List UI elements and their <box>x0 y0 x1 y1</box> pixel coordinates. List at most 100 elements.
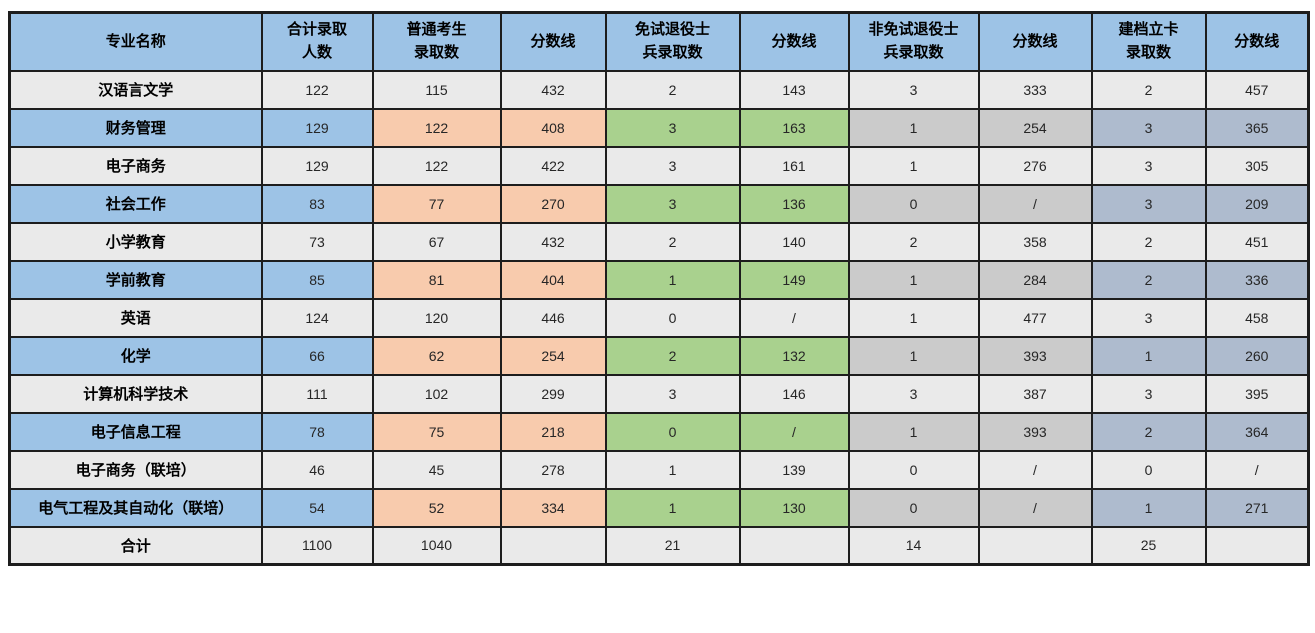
value-cell: 21 <box>604 525 741 566</box>
value-cell: 161 <box>738 145 850 186</box>
value-cell: 3 <box>604 145 741 186</box>
value-cell: 1 <box>604 487 741 528</box>
column-header-registered-card: 建档立卡 录取数 <box>1090 11 1207 72</box>
value-cell: 129 <box>260 107 374 148</box>
value-cell: 3 <box>604 373 741 414</box>
value-cell: 365 <box>1204 107 1310 148</box>
value-cell: 218 <box>499 411 607 452</box>
value-cell: 52 <box>371 487 502 528</box>
table-row: 小学教育 73 67 432 2 140 2 358 2 451 <box>8 221 1310 262</box>
value-cell <box>499 525 607 566</box>
value-cell: 1 <box>847 107 980 148</box>
table-header: 专业名称 合计录取 人数 普通考生 录取数 分数线 免试退役士 兵录取数 分数线… <box>8 11 1310 72</box>
value-cell: 46 <box>260 449 374 490</box>
value-cell: 477 <box>977 297 1093 338</box>
value-cell: 66 <box>260 335 374 376</box>
value-cell: 85 <box>260 259 374 300</box>
value-cell: 3 <box>1090 183 1207 224</box>
value-cell: 81 <box>371 259 502 300</box>
value-cell: 2 <box>604 69 741 110</box>
row-header-cell: 财务管理 <box>8 107 263 148</box>
value-cell: 3 <box>604 183 741 224</box>
value-cell: 458 <box>1204 297 1310 338</box>
table-row: 计算机科学技术 111 102 299 3 146 3 387 3 395 <box>8 373 1310 414</box>
value-cell: 122 <box>371 145 502 186</box>
value-cell: / <box>977 183 1093 224</box>
table-row: 汉语言文学 122 115 432 2 143 3 333 2 457 <box>8 69 1310 110</box>
value-cell: 0 <box>604 297 741 338</box>
table-row: 电气工程及其自动化（联培） 54 52 334 1 130 0/1 271 <box>8 487 1310 528</box>
value-cell: 77 <box>371 183 502 224</box>
value-cell: 1100 <box>260 525 374 566</box>
value-cell: 358 <box>977 221 1093 262</box>
table-row: 英语 124 120 446 0/1 477 3 458 <box>8 297 1310 338</box>
value-cell: 271 <box>1204 487 1310 528</box>
value-cell: 2 <box>1090 69 1207 110</box>
value-cell: 136 <box>738 183 850 224</box>
value-cell: / <box>977 449 1093 490</box>
value-cell: / <box>738 297 850 338</box>
value-cell: 0 <box>604 411 741 452</box>
value-cell: 404 <box>499 259 607 300</box>
value-cell: 132 <box>738 335 850 376</box>
value-cell: 0 <box>847 183 980 224</box>
table-row: 电子商务 129 122 422 3 161 1 276 3 305 <box>8 145 1310 186</box>
value-cell: / <box>977 487 1093 528</box>
value-cell: 2 <box>1090 411 1207 452</box>
table-row: 电子信息工程 78 75 218 0/1 393 2 364 <box>8 411 1310 452</box>
value-cell: 254 <box>977 107 1093 148</box>
value-cell: 3 <box>847 69 980 110</box>
value-cell: 2 <box>1090 221 1207 262</box>
value-cell: 299 <box>499 373 607 414</box>
value-cell: 457 <box>1204 69 1310 110</box>
value-cell: 3 <box>847 373 980 414</box>
value-cell: 3 <box>604 107 741 148</box>
value-cell: 1 <box>847 411 980 452</box>
value-cell: 78 <box>260 411 374 452</box>
table-row: 学前教育 85 81 404 1 149 1 284 2 336 <box>8 259 1310 300</box>
value-cell: 1 <box>847 335 980 376</box>
value-cell: 143 <box>738 69 850 110</box>
table-row: 社会工作 83 77 270 3 136 0/3 209 <box>8 183 1310 224</box>
value-cell: 130 <box>738 487 850 528</box>
value-cell: 432 <box>499 221 607 262</box>
admission-score-table: 专业名称 合计录取 人数 普通考生 录取数 分数线 免试退役士 兵录取数 分数线… <box>8 11 1310 566</box>
value-cell: 0 <box>847 449 980 490</box>
value-cell: 67 <box>371 221 502 262</box>
table-row: 财务管理 129 122 408 3 163 1 254 3 365 <box>8 107 1310 148</box>
row-header-cell: 合计 <box>8 525 263 566</box>
value-cell: 75 <box>371 411 502 452</box>
row-header-cell: 英语 <box>8 297 263 338</box>
value-cell: 1 <box>847 297 980 338</box>
value-cell: 140 <box>738 221 850 262</box>
value-cell: 1040 <box>371 525 502 566</box>
value-cell: 111 <box>260 373 374 414</box>
value-cell: 102 <box>371 373 502 414</box>
value-cell: 432 <box>499 69 607 110</box>
table-row: 化学 66 62 254 2 132 1 393 1 260 <box>8 335 1310 376</box>
value-cell: 408 <box>499 107 607 148</box>
value-cell: 120 <box>371 297 502 338</box>
value-cell: 3 <box>1090 145 1207 186</box>
column-header-major: 专业名称 <box>8 11 263 72</box>
value-cell: 270 <box>499 183 607 224</box>
column-header-cutoff-2: 分数线 <box>738 11 850 72</box>
table-row: 电子商务（联培） 46 45 278 1 139 0/0/ <box>8 449 1310 490</box>
value-cell: 0 <box>1090 449 1207 490</box>
row-header-cell: 电气工程及其自动化（联培） <box>8 487 263 528</box>
column-header-regular-admitted: 普通考生 录取数 <box>371 11 502 72</box>
value-cell: 1 <box>847 145 980 186</box>
value-cell: 2 <box>604 335 741 376</box>
value-cell: 1 <box>1090 335 1207 376</box>
value-cell: 14 <box>847 525 980 566</box>
value-cell: 2 <box>1090 259 1207 300</box>
value-cell: 149 <box>738 259 850 300</box>
row-header-cell: 电子信息工程 <box>8 411 263 452</box>
value-cell: 284 <box>977 259 1093 300</box>
value-cell: 334 <box>499 487 607 528</box>
value-cell: 25 <box>1090 525 1207 566</box>
value-cell: 3 <box>1090 297 1207 338</box>
value-cell: 0 <box>847 487 980 528</box>
value-cell: 3 <box>1090 373 1207 414</box>
value-cell: 260 <box>1204 335 1310 376</box>
